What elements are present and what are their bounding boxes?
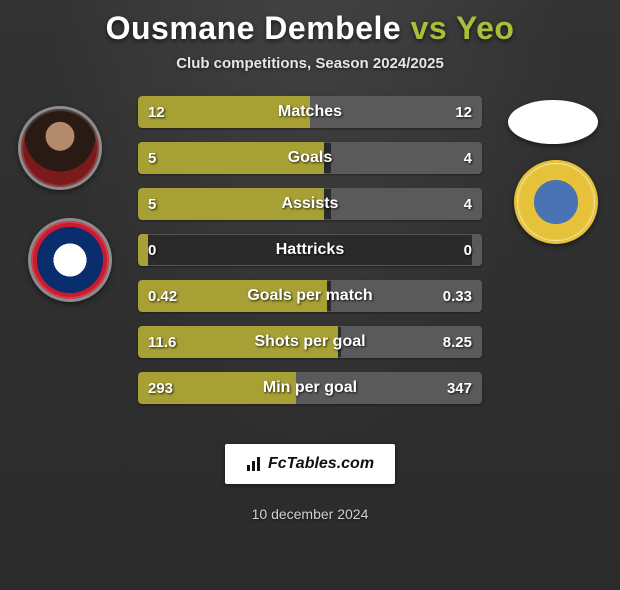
stat-row: 54Goals: [138, 142, 482, 174]
comparison-subtitle: Club competitions, Season 2024/2025: [0, 55, 620, 72]
club-right-crest: [514, 160, 598, 244]
stat-label: Hattricks: [138, 234, 482, 266]
stat-bar-left: [138, 234, 148, 266]
player-right-avatar: [508, 100, 598, 144]
stat-bar-left: [138, 188, 324, 220]
vs-word: vs: [411, 10, 448, 46]
comparison-stage: 1212Matches 54Goals 54Assists 0 0Hattricks 0.…: [0, 96, 620, 426]
player2-name: Yeo: [456, 10, 514, 46]
club-left-crest: [28, 218, 112, 302]
stat-value-right: 0: [464, 234, 472, 266]
stat-value-left: 0: [148, 234, 156, 266]
fctables-logo[interactable]: FcTables.com: [225, 444, 395, 484]
logo-label: FcTables.com: [268, 455, 374, 473]
stat-bar-left: [138, 372, 296, 404]
stat-bar-left: [138, 96, 310, 128]
player1-name: Ousmane Dembele: [106, 10, 402, 46]
stat-bar-right: [331, 280, 482, 312]
stat-bar-right: [341, 326, 482, 358]
stats-bars: 1212Matches 54Goals 54Assists 0 0Hattricks 0.…: [138, 96, 482, 418]
player-left-avatar: [18, 106, 102, 190]
stat-bar-right: [296, 372, 482, 404]
snapshot-date: 10 december 2024: [0, 506, 620, 522]
stat-row: 11.68.25Shots per goal: [138, 326, 482, 358]
stat-bar-left: [138, 326, 338, 358]
stat-bar-right: [310, 96, 482, 128]
stat-bar-left: [138, 142, 324, 174]
chart-icon: [246, 456, 264, 472]
stat-bar-right: [331, 188, 482, 220]
comparison-title: Ousmane Dembele vs Yeo: [0, 10, 620, 47]
stat-row: 293347Min per goal: [138, 372, 482, 404]
stat-bar-right: [331, 142, 482, 174]
stat-row: 54Assists: [138, 188, 482, 220]
fctables-logo-text: FcTables.com: [246, 455, 374, 473]
stat-row: 0.420.33Goals per match: [138, 280, 482, 312]
stat-row: 0 0Hattricks: [138, 234, 482, 266]
stat-bar-right: [472, 234, 482, 266]
stat-bar-left: [138, 280, 327, 312]
stat-row: 1212Matches: [138, 96, 482, 128]
